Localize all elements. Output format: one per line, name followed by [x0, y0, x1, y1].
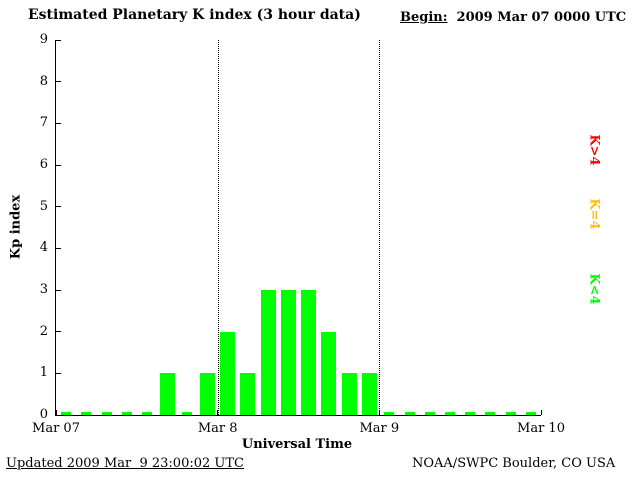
x-tick-mark: [217, 410, 219, 415]
kp-bar: [384, 412, 395, 415]
legend-label-k-lt-4: K<4: [586, 273, 602, 305]
x-tick-mark: [55, 410, 57, 415]
kp-bar: [404, 412, 415, 415]
y-tick-mark: [56, 122, 61, 124]
legend-label-k-eq-4: K=4: [586, 198, 602, 230]
kp-bar: [200, 373, 216, 415]
begin-value: 2009 Mar 07 0000 UTC: [456, 10, 627, 25]
kp-bar: [424, 412, 435, 415]
x-tick-label: Mar 9: [359, 421, 400, 436]
y-tick-label: 5: [39, 198, 48, 214]
kp-bar: [121, 412, 132, 415]
begin-timestamp: Begin: 2009 Mar 07 0000 UTC: [400, 10, 626, 25]
kp-bar: [240, 373, 256, 415]
y-tick-mark: [56, 414, 61, 416]
y-tick-label: 3: [39, 282, 48, 297]
kp-bar: [445, 412, 456, 415]
y-tick-label: 6: [39, 157, 48, 172]
kp-bar: [485, 412, 496, 415]
day-gridline: [379, 40, 381, 415]
y-tick-label: 9: [39, 32, 48, 47]
day-gridline: [217, 40, 219, 415]
kp-bar: [505, 412, 516, 415]
y-axis-title: Kp index: [8, 194, 24, 260]
x-tick-mark: [540, 410, 542, 415]
y-tick-mark: [56, 247, 61, 249]
kp-bar: [182, 412, 193, 415]
x-tick-label: Mar 07: [32, 421, 80, 436]
y-tick-label: 2: [39, 323, 48, 339]
kp-bar: [321, 331, 337, 415]
x-tick-label: Mar 10: [517, 421, 565, 436]
kp-bar: [141, 412, 152, 415]
y-tick-mark: [56, 331, 61, 333]
kp-bar: [220, 331, 236, 415]
x-axis-title: Universal Time: [241, 437, 353, 452]
y-tick-label: 0: [39, 407, 48, 422]
kp-bar: [301, 290, 317, 415]
source-text: NOAA/SWPC Boulder, CO USA: [412, 456, 616, 471]
plot-area: 0 1 2 3 4 5 6 7 8 9 Mar 07 Mar 8 Mar 9 Mar 10: [32, 32, 565, 436]
kp-bar: [260, 290, 276, 415]
y-tick-label: 8: [39, 73, 48, 89]
y-tick-mark: [56, 372, 61, 374]
legend-label-k-gt-4: K>4: [586, 134, 602, 166]
y-tick-mark: [56, 81, 61, 83]
y-tick-label: 7: [39, 115, 48, 131]
kp-bar: [159, 373, 175, 415]
kp-bar: [465, 412, 476, 415]
kp-bar: [61, 412, 72, 415]
kp-bar: [525, 412, 536, 415]
updated-text: Updated 2009 Mar 9 23:00:02 UTC: [6, 456, 244, 471]
kp-bar: [361, 373, 377, 415]
begin-label: Begin:: [400, 10, 448, 25]
y-tick-label: 4: [39, 240, 48, 256]
y-tick-mark: [56, 206, 61, 208]
kp-bar: [81, 412, 92, 415]
y-tick-mark: [56, 164, 61, 166]
chart-title: Estimated Planetary K index (3 hour data…: [28, 7, 361, 23]
y-tick-mark: [56, 289, 61, 291]
x-tick-mark: [378, 410, 380, 415]
kp-bar: [101, 412, 112, 415]
x-tick-label: Mar 8: [197, 421, 238, 436]
y-tick-label: 1: [39, 365, 48, 381]
kp-bar: [280, 290, 296, 415]
kp-bar: [341, 373, 357, 415]
y-tick-mark: [56, 39, 61, 41]
